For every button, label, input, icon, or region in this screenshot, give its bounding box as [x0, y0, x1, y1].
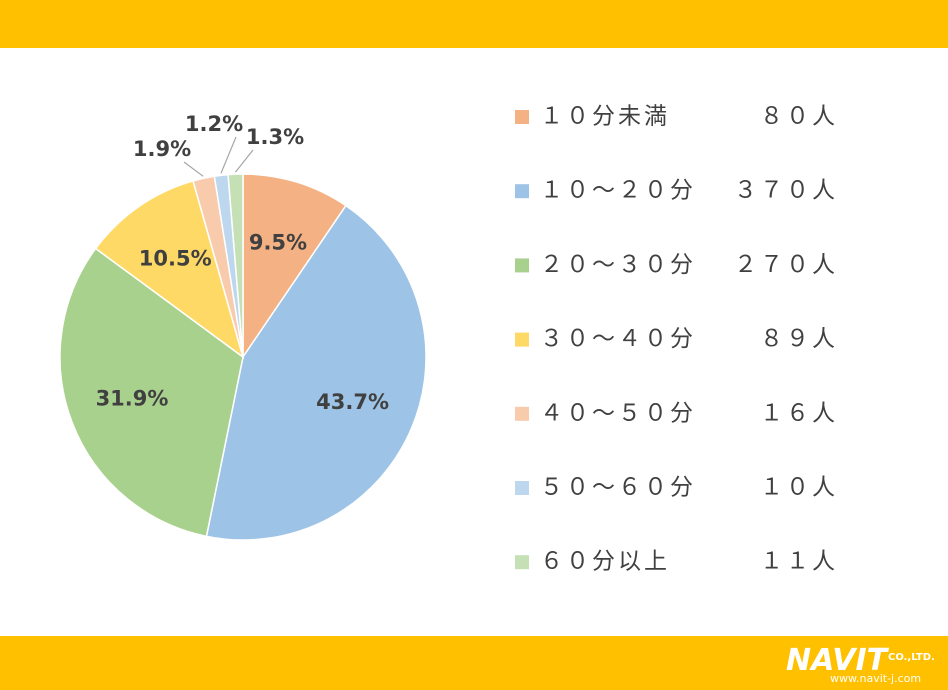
- legend-swatch: [515, 184, 529, 199]
- legend-swatch: [515, 406, 529, 421]
- logo-url: www.navit-j.com: [830, 672, 921, 685]
- pie-slice: [205, 204, 427, 541]
- pie-slice: [242, 173, 347, 360]
- logo-company: CO.,LTD.: [888, 652, 935, 663]
- data-label: 1.3%: [246, 125, 304, 149]
- data-label: 9.5%: [249, 230, 307, 254]
- legend-count: ８０人: [760, 104, 838, 130]
- legend-count: ３７０人: [734, 178, 838, 204]
- legend-swatch: [515, 332, 529, 347]
- legend-swatch: [515, 110, 529, 124]
- legend-label: １０分未満: [540, 104, 670, 130]
- data-label: 43.7%: [316, 390, 389, 414]
- legend-label: ３０～４０分: [540, 326, 696, 352]
- pie-slice: [227, 173, 244, 358]
- legend-swatch: [515, 481, 529, 495]
- data-label: 31.9%: [96, 387, 169, 411]
- legend-count: １１人: [760, 549, 838, 575]
- legend-swatch: [515, 258, 529, 273]
- logo: NAVIT: [786, 643, 890, 678]
- legend-label: １０～２０分: [540, 178, 696, 204]
- header-bar: [0, 0, 948, 48]
- legend-count: ８９人: [760, 326, 838, 352]
- legend-label: ４０～５０分: [540, 400, 696, 426]
- leader-line: [183, 161, 204, 177]
- leader-line: [220, 136, 237, 174]
- legend-label: ２０～３０分: [540, 252, 696, 278]
- data-label: 10.5%: [139, 246, 212, 270]
- legend-count: １６人: [760, 400, 838, 426]
- leader-line: [234, 149, 254, 173]
- data-label: 1.2%: [185, 112, 243, 136]
- legend-swatch: [515, 555, 529, 570]
- legend-label: ６０分以上: [540, 549, 670, 575]
- footer-bar: [0, 636, 948, 690]
- data-label: 1.9%: [133, 137, 191, 161]
- legend-label: ５０～６０分: [540, 475, 696, 501]
- legend-count: １０人: [760, 475, 838, 501]
- legend-count: ２７０人: [734, 252, 838, 278]
- pie-slice: [59, 247, 244, 538]
- pie-slice: [94, 180, 245, 359]
